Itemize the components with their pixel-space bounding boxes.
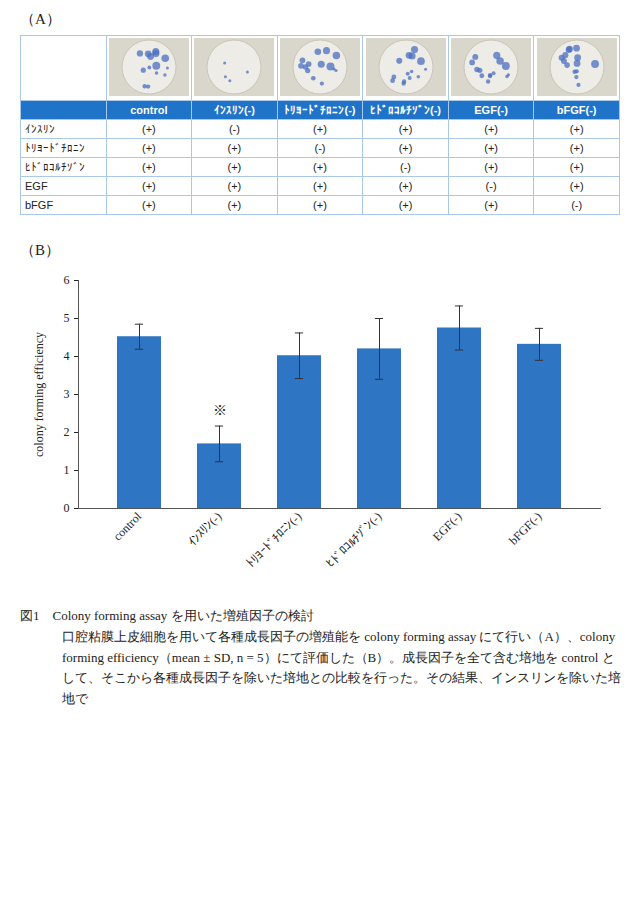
html-text:bFGF: bFGF [25, 199, 54, 211]
svg-text:5: 5 [64, 311, 70, 325]
html-text:ﾄﾘﾖｰﾄﾞﾁﾛﾆﾝ: ﾄﾘﾖｰﾄﾞﾁﾛﾆﾝ [25, 142, 85, 154]
svg-text:0: 0 [64, 501, 70, 515]
svg-text:1: 1 [64, 463, 70, 477]
html-text:control: control [130, 104, 168, 116]
html-text:ｲﾝｽﾘﾝ: ｲﾝｽﾘﾝ [25, 123, 55, 135]
svg-text:control: control [110, 509, 144, 543]
svg-text:EGF(-): EGF(-) [430, 509, 464, 543]
svg-text:ﾄﾘﾖｰﾄﾞﾁﾛﾆﾝ(-): ﾄﾘﾖｰﾄﾞﾁﾛﾆﾝ(-) [244, 509, 305, 570]
html-text:EGF(-): EGF(-) [474, 104, 508, 116]
svg-text:ｲﾝｽﾘﾝ(-): ｲﾝｽﾘﾝ(-) [185, 509, 225, 549]
svg-text:6: 6 [64, 273, 70, 287]
html-text:図1 Colony forming assay を用いた増殖: 図1 Colony forming assay を用いた増殖因子の検討 [20, 608, 314, 623]
html-text:ﾋﾄﾞﾛｺﾙﾁｿﾞﾝ(-): ﾋﾄﾞﾛｺﾙﾁｿﾞﾝ(-) [370, 104, 441, 116]
svg-text:4: 4 [64, 349, 70, 363]
html-text:ﾋﾄﾞﾛｺﾙﾁｿﾞﾝ: ﾋﾄﾞﾛｺﾙﾁｿﾞﾝ [25, 161, 85, 173]
svg-text:2: 2 [64, 425, 70, 439]
html-text:EGF: EGF [25, 180, 48, 192]
html-text:口腔粘膜上皮細胞を用いて各種成長因子の増殖能を colony: 口腔粘膜上皮細胞を用いて各種成長因子の増殖能を colony forming a… [62, 628, 621, 707]
svg-text:ﾋﾄﾞﾛｺﾙﾁｿﾞﾝ(-): ﾋﾄﾞﾛｺﾙﾁｿﾞﾝ(-) [324, 509, 385, 570]
html-text:（B）: （B） [20, 242, 60, 258]
html-text:bFGF(-): bFGF(-) [556, 104, 597, 116]
html-text:（A）: （A） [20, 11, 61, 27]
html-text:ｲﾝｽﾘﾝ(-): ｲﾝｽﾘﾝ(-) [213, 104, 255, 116]
svg-text:3: 3 [64, 387, 70, 401]
svg-text:※: ※ [213, 403, 227, 418]
svg-text:bFGF(-): bFGF(-) [506, 509, 544, 547]
svg-text:colony forming efficiency: colony forming efficiency [32, 332, 46, 457]
html-text:ﾄﾘﾖｰﾄﾞﾁﾛﾆﾝ(-): ﾄﾘﾖｰﾄﾞﾁﾛﾆﾝ(-) [284, 104, 356, 116]
